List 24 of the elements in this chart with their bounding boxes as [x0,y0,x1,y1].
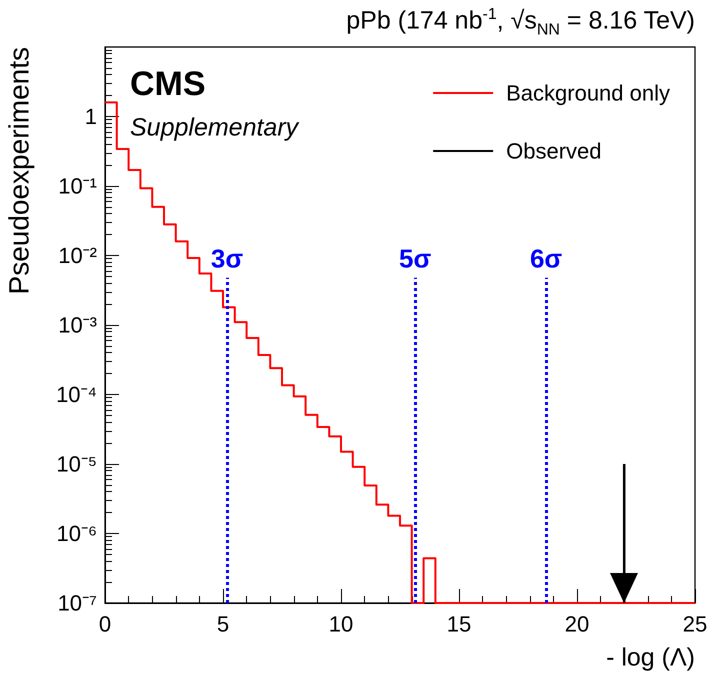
ref-line-label: 5σ [398,244,432,274]
y-tick-label: 1 [84,104,97,129]
legend-label: Observed [506,138,602,164]
annotation: Supplementary [130,114,300,142]
legend-label: Background only [506,80,670,106]
x-tick-label: 25 [682,612,708,636]
y-tick-label: 10⁻⁷ [58,590,98,616]
x-tick-label: 5 [216,612,230,636]
y-tick-label: 10⁻³ [58,312,97,338]
y-tick-label: 10⁻² [58,243,97,268]
y-axis-title: Pseudoexperiments [4,47,34,294]
y-tick-label: 10⁻⁶ [56,521,97,546]
ref-line-label: 6σ [530,244,562,274]
x-tick-label: 10 [328,612,354,636]
annotation: CMS [130,65,206,103]
x-tick-label: 20 [564,612,590,636]
y-tick-label: 10⁻⁴ [56,382,97,407]
ref-line-label: 3σ [210,244,244,274]
chart-title: pPb (174 nb$^{-1}$, √s$_{NN}$ = 8.16 TeV) [346,6,695,40]
x-axis-title: - log (Λ) [606,644,695,672]
x-tick-label: 0 [98,612,112,636]
y-tick-label: 10⁻¹ [58,174,97,198]
y-tick-label: 10⁻⁵ [56,452,97,476]
x-tick-label: 15 [446,612,472,636]
